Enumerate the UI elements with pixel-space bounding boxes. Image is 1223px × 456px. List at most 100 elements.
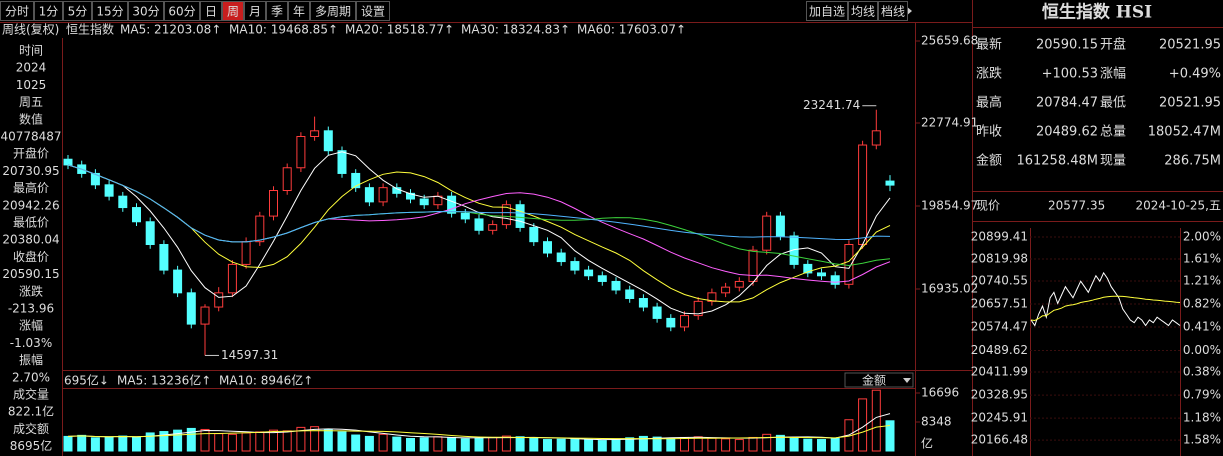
intraday-pct-label: 0.41% <box>1183 320 1221 334</box>
volume-bar <box>817 439 826 452</box>
quote-label: 金额 <box>976 153 1002 169</box>
tab-label[interactable]: 多周期 <box>315 5 351 19</box>
info-item: 成交量 <box>13 387 49 402</box>
info-item: -1.03% <box>10 336 52 350</box>
tab-button[interactable] <box>63 1 92 21</box>
info-item: 时间 <box>19 44 43 58</box>
volume-bar <box>77 434 87 452</box>
volume-bar <box>310 426 320 452</box>
volume-bar <box>775 434 785 452</box>
y-tick-label: 16935.02 <box>921 281 978 295</box>
selector-arrow[interactable] <box>903 378 911 383</box>
intraday-price-label: 20657.51 <box>971 297 1028 311</box>
quote-value: 161258.48M <box>1016 154 1098 169</box>
tab-label[interactable]: 月 <box>249 5 261 19</box>
candle-body <box>145 221 155 246</box>
volume-bar <box>474 437 484 452</box>
tab-button[interactable] <box>164 1 200 21</box>
tab-label[interactable]: 5分 <box>68 5 88 19</box>
tab-button[interactable] <box>266 1 288 21</box>
tab-label[interactable]: 1分 <box>39 5 59 19</box>
volume-bar <box>118 435 128 452</box>
volume-bar <box>337 431 347 452</box>
info-item: 振幅 <box>19 352 43 367</box>
tab-label[interactable]: 季 <box>271 5 283 19</box>
tab-button[interactable] <box>92 1 128 21</box>
info-item: 20380.04 <box>2 233 59 247</box>
volume-bar <box>323 428 333 452</box>
candle-body <box>515 204 525 228</box>
tool-button[interactable] <box>848 1 878 21</box>
tab-label[interactable]: 周 <box>227 5 239 19</box>
volume-selector[interactable]: 金额 <box>862 373 886 388</box>
tab-button[interactable] <box>34 1 63 21</box>
volume-header: MA10: 8946亿↑ <box>219 373 313 388</box>
volume-bar <box>447 436 457 452</box>
volume-bar <box>652 436 662 452</box>
tool-button[interactable] <box>806 1 848 21</box>
candle-body <box>597 275 607 282</box>
volume-bar <box>241 432 251 452</box>
intraday-pct-label: 2.00% <box>1183 230 1221 244</box>
candle-body <box>680 315 689 328</box>
intraday-pct-label: 0.79% <box>1183 388 1221 402</box>
tool-label[interactable]: 均线 <box>851 5 875 19</box>
volume-unit: 亿 <box>921 436 933 451</box>
info-item: 开盘价 <box>13 146 49 161</box>
tab-label[interactable]: 60分 <box>168 5 195 19</box>
tab-button[interactable] <box>0 1 34 21</box>
candle-body <box>652 306 662 319</box>
tab-button[interactable] <box>356 1 390 21</box>
candle-body <box>693 300 703 317</box>
quote-label: 现量 <box>1100 154 1126 169</box>
tab-button[interactable] <box>128 1 164 21</box>
volume-bar <box>406 437 415 452</box>
tab-button[interactable] <box>288 1 310 21</box>
volume-bar <box>392 436 402 452</box>
volume-bar <box>597 440 607 452</box>
candle-body <box>871 130 881 146</box>
candle-body <box>817 272 826 277</box>
candle-body <box>447 195 457 214</box>
current-price: 20577.35 <box>1048 199 1105 213</box>
volume-bar <box>762 433 772 452</box>
tab-label[interactable]: 日 <box>205 5 217 19</box>
tool-label[interactable]: 档线 <box>881 5 905 19</box>
candle-body <box>255 215 265 243</box>
intraday-pct-label: 0.00% <box>1183 343 1221 357</box>
tab-label[interactable]: 设置 <box>361 5 385 19</box>
volume-bar <box>296 426 306 452</box>
tab-label[interactable]: 30分 <box>132 5 159 19</box>
candle-body <box>556 252 566 263</box>
volume-bar <box>351 434 361 452</box>
volume-bar <box>871 389 881 452</box>
volume-bar <box>255 431 265 452</box>
tab-label[interactable]: 分时 <box>5 5 29 19</box>
volume-header: 695亿↓ <box>64 373 109 388</box>
tab-label[interactable]: 15分 <box>96 5 123 19</box>
quote-label: 开盘 <box>1100 37 1126 53</box>
tab-button[interactable] <box>310 1 356 21</box>
volume-bar <box>282 430 292 452</box>
tab-button[interactable] <box>244 1 266 21</box>
info-item: 周五 <box>19 95 43 109</box>
volume-bar <box>625 437 635 452</box>
quote-label: 涨跌 <box>976 66 1002 82</box>
tab-label[interactable]: 年 <box>293 5 305 19</box>
tab-button[interactable] <box>222 1 244 21</box>
volume-bar <box>132 436 141 452</box>
tool-button[interactable] <box>878 1 908 21</box>
intraday-line <box>1030 271 1181 327</box>
quote-label: 最低 <box>1100 96 1126 111</box>
volume-bar <box>63 435 73 452</box>
info-item: 8695亿 <box>10 438 53 453</box>
intraday-price-label: 20489.62 <box>971 343 1028 357</box>
tool-label[interactable]: 加自选 <box>809 5 845 19</box>
selector-box[interactable] <box>844 372 914 388</box>
ma-label: MA60: 17603.07↑ <box>577 23 686 37</box>
tab-button[interactable] <box>200 1 222 21</box>
quote-title: 恒生指数 HSI <box>1042 2 1152 23</box>
info-item: 收盘价 <box>13 249 49 264</box>
volume-bar <box>885 420 895 452</box>
